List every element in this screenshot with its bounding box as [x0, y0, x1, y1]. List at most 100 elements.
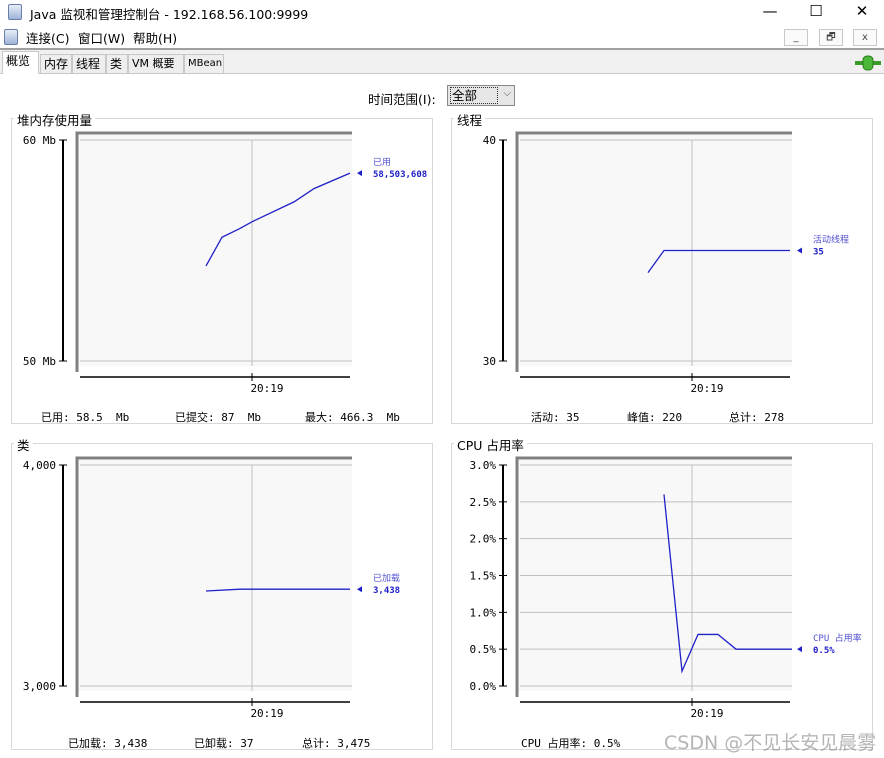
- menu-bar: 连接(C) 窗口(W) 帮助(H): [0, 25, 884, 47]
- stat-value: 35: [566, 411, 580, 424]
- y-tick-label: 3.0%: [470, 459, 497, 472]
- plot-border: [75, 456, 352, 697]
- series-line: [205, 588, 350, 592]
- tab-vm-summary[interactable]: VM 概要: [128, 54, 184, 73]
- y-tick-label: 50 Mb: [23, 355, 56, 368]
- window-title: Java 监视和管理控制台 - 192.168.56.100:9999: [30, 7, 309, 22]
- tab-memory[interactable]: 内存: [40, 54, 72, 73]
- threads-stat: 峰值: 220: [627, 409, 682, 425]
- stat-value: 87 Mb: [221, 411, 261, 424]
- menu-window[interactable]: 窗口(W): [78, 31, 126, 46]
- threads-panel: [451, 118, 873, 424]
- y-tick-label: 40: [483, 134, 496, 147]
- menu-help[interactable]: 帮助(H): [133, 31, 178, 46]
- divider: [0, 48, 884, 50]
- stat-label: 已提交:: [175, 411, 222, 424]
- maximize-button[interactable]: ☐: [809, 2, 823, 20]
- connected-plug-icon[interactable]: [855, 55, 881, 71]
- y-tick-label: 30: [483, 355, 496, 368]
- stat-value: 220: [662, 411, 683, 424]
- tab-threads[interactable]: 线程: [72, 54, 106, 73]
- inner-close-button[interactable]: x: [853, 29, 877, 46]
- stat-value: 3,475: [337, 737, 371, 750]
- y-tick-label: 2.5%: [470, 496, 497, 509]
- y-tick-label: 3,000: [23, 680, 56, 693]
- threads-stat: 活动: 35: [531, 409, 580, 425]
- java-doc-icon: [4, 29, 18, 45]
- y-tick-label: 60 Mb: [23, 134, 56, 147]
- series-line: [205, 172, 351, 267]
- heap-memory-stat: 最大: 466.3 Mb: [305, 409, 400, 425]
- series-marker-icon: [797, 247, 802, 254]
- stat-label: 总计:: [302, 737, 338, 750]
- x-tick-label: 20:19: [250, 382, 283, 395]
- y-tick-label: 0.5%: [470, 643, 497, 656]
- stat-label: CPU 占用率:: [521, 737, 594, 750]
- watermark: CSDN @不见长安见晨雾: [664, 732, 877, 754]
- stat-label: 已卸载:: [194, 737, 241, 750]
- heap-memory-chart: 50 Mb 60 Mb 20:19 已用 58,503,608: [23, 131, 427, 395]
- y-tick-label: 2.0%: [470, 533, 497, 546]
- cpu-usage-chart: 0.0% 0.5% 1.0% 1.5% 2.0% 2.5% 3.0% 20:19 CPU 占用率…: [470, 456, 862, 720]
- y-tick-label: 0.0%: [470, 680, 497, 693]
- tab-mbean[interactable]: MBean: [184, 54, 224, 73]
- threads-title: 线程: [454, 110, 486, 129]
- stat-value: 0.5%: [593, 737, 621, 750]
- series-line: [663, 494, 792, 674]
- threads-chart: 30 40 20:19 活动线程 35: [483, 131, 849, 395]
- java-app-icon: [8, 4, 22, 20]
- plot-area: [78, 460, 352, 691]
- heap-memory-title: 堆内存使用量: [14, 110, 96, 129]
- menu-connection[interactable]: 连接(C): [26, 31, 70, 46]
- series-value: 35: [813, 248, 824, 258]
- title-bar: Java 监视和管理控制台 - 192.168.56.100:9999 — ☐ …: [0, 0, 884, 24]
- stat-label: 峰值:: [627, 411, 663, 424]
- time-range-label: 时间范围(I):: [368, 92, 436, 107]
- classes-chart: 3,000 4,000 20:19 已加载 3,438: [23, 456, 400, 720]
- y-tick-label: 4,000: [23, 459, 56, 472]
- inner-restore-button[interactable]: 🗗: [819, 29, 843, 46]
- plot-border: [75, 131, 352, 372]
- series-marker-icon: [357, 170, 362, 177]
- stat-value: 466.3 Mb: [340, 411, 400, 424]
- chevron-down-icon: ⌵: [503, 88, 511, 99]
- threads-stat: 总计: 278: [729, 409, 784, 425]
- series-name: 已用: [373, 157, 391, 168]
- cpu-usage-stat: CPU 占用率: 0.5%: [521, 735, 620, 751]
- stat-label: 已加载:: [68, 737, 115, 750]
- stat-value: 3,438: [114, 737, 148, 750]
- time-range-select[interactable]: 全部 ⌵: [447, 85, 515, 106]
- y-tick-label: 1.0%: [470, 606, 497, 619]
- stat-value: 278: [764, 411, 785, 424]
- classes-stat: 总计: 3,475: [302, 735, 370, 751]
- heap-memory-stat: 已提交: 87 Mb: [175, 409, 261, 425]
- cpu-usage-panel: [451, 443, 873, 750]
- time-range-value: 全部: [450, 87, 498, 104]
- heap-memory-stat: 已用: 58.5 Mb: [41, 409, 129, 425]
- stat-label: 总计:: [729, 411, 765, 424]
- x-tick-label: 20:19: [690, 382, 723, 395]
- y-tick-label: 1.5%: [470, 570, 497, 583]
- tab-overview[interactable]: 概览: [2, 51, 39, 74]
- close-button[interactable]: ✕: [855, 2, 869, 20]
- series-line: [647, 249, 790, 273]
- classes-panel: [11, 443, 433, 750]
- x-tick-label: 20:19: [250, 707, 283, 720]
- classes-stat: 已加载: 3,438: [68, 735, 147, 751]
- stat-label: 最大:: [305, 411, 341, 424]
- series-name: CPU 占用率: [813, 632, 862, 644]
- inner-minimize-button[interactable]: _: [784, 29, 808, 46]
- heap-memory-panel: [11, 118, 433, 424]
- stat-label: 已用:: [41, 411, 77, 424]
- minimize-button[interactable]: —: [762, 2, 778, 20]
- stat-value: 58.5 Mb: [76, 411, 130, 424]
- plot-border: [515, 131, 792, 372]
- cpu-usage-title: CPU 占用率: [454, 435, 527, 454]
- series-value: 3,438: [373, 586, 400, 596]
- classes-title: 类: [14, 435, 33, 454]
- tab-classes[interactable]: 类: [106, 54, 128, 73]
- series-value: 0.5%: [813, 646, 835, 656]
- series-value: 58,503,608: [373, 170, 427, 180]
- series-name: 活动线程: [813, 234, 849, 246]
- plot-border: [515, 456, 792, 697]
